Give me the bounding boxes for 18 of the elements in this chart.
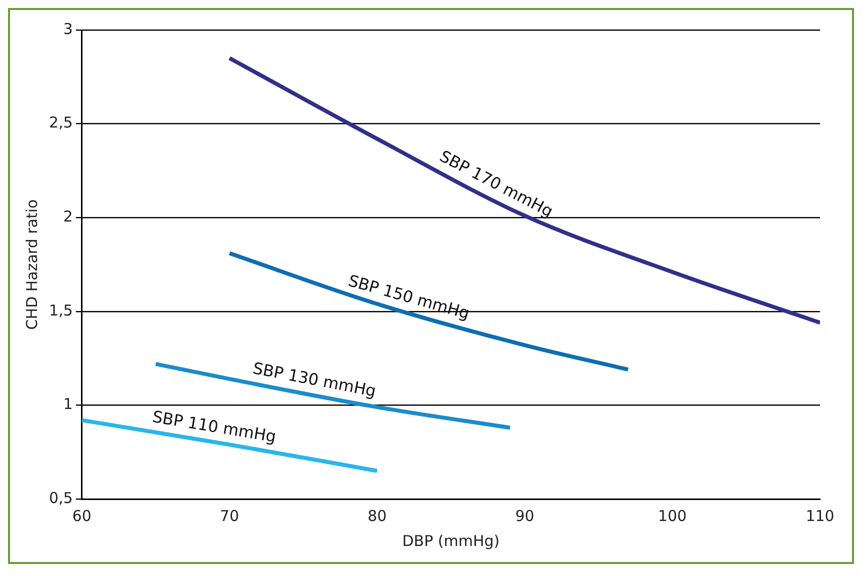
y-axis-title: CHD Hazard ratio xyxy=(22,199,41,330)
y-tick-label: 2,5 xyxy=(48,114,73,132)
y-tick-label: 3 xyxy=(63,20,73,38)
x-axis-title: DBP (mmHg) xyxy=(402,532,500,550)
text: SBP 130 mmHg xyxy=(251,358,378,401)
x-tick-label: 100 xyxy=(658,506,687,525)
x-tick-label: 70 xyxy=(220,506,240,525)
y-tick-label: 0,5 xyxy=(48,488,73,507)
text: SBP 150 mmHg xyxy=(346,270,472,323)
x-tick-label: 110 xyxy=(806,506,834,525)
x-tick-label: 90 xyxy=(515,506,534,525)
y-tick-label: 1,5 xyxy=(48,301,73,320)
line-series xyxy=(227,56,820,325)
y-tick-label: 1 xyxy=(63,395,73,414)
y-tick-label: 2 xyxy=(63,207,73,226)
x-tick-label: 80 xyxy=(368,506,387,525)
text: SBP 110 mmHg xyxy=(151,406,278,446)
x-tick-label: 60 xyxy=(72,506,92,525)
